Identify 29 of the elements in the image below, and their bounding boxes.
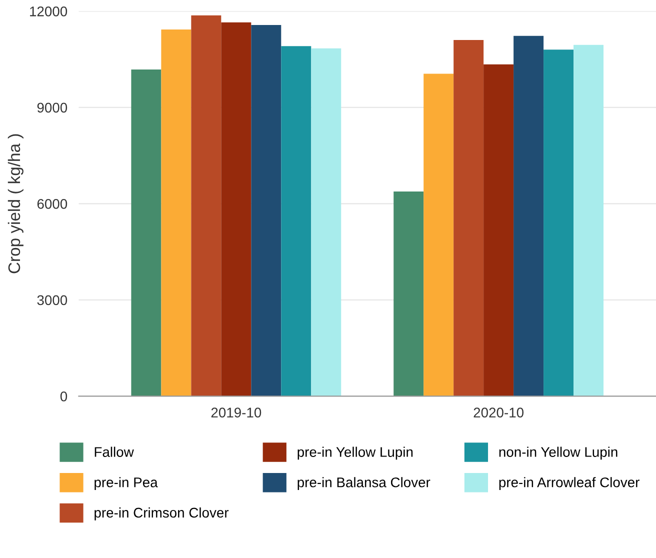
bar <box>161 29 192 396</box>
x-tick-label: 2020-10 <box>474 408 524 418</box>
legend-label: pre-in Crimson Clover <box>94 507 229 520</box>
y-tick-label: 6000 <box>37 199 68 209</box>
bar <box>514 36 544 396</box>
legend-label: Fallow <box>94 446 134 457</box>
bar <box>454 40 484 396</box>
y-tick-label: 3000 <box>37 295 68 306</box>
bar <box>311 48 342 396</box>
bar <box>221 22 252 396</box>
y-tick-label: 0 <box>60 392 68 402</box>
bar <box>424 74 454 396</box>
legend-label: pre-in Arrowleaf Clover <box>499 477 640 490</box>
legend-label: pre-in Balansa Clover <box>298 477 430 490</box>
bar <box>544 50 574 396</box>
bar <box>251 24 282 396</box>
y-tick-label: 12000 <box>30 6 68 16</box>
bar <box>191 15 222 396</box>
legend-label: pre-in Pea <box>94 477 158 490</box>
legend-label: pre-in Yellow Lupin <box>298 446 413 460</box>
bar <box>394 191 424 396</box>
legend-label: non-in Yellow Lupin <box>499 446 618 460</box>
bar <box>281 46 312 396</box>
bar <box>131 70 162 396</box>
bar <box>484 64 514 396</box>
y-axis-title: Crop yield ( kg/ha ) <box>8 134 24 274</box>
x-tick-label: 2019-10 <box>211 408 262 418</box>
y-tick-label: 9000 <box>37 102 68 113</box>
bar <box>574 44 604 396</box>
